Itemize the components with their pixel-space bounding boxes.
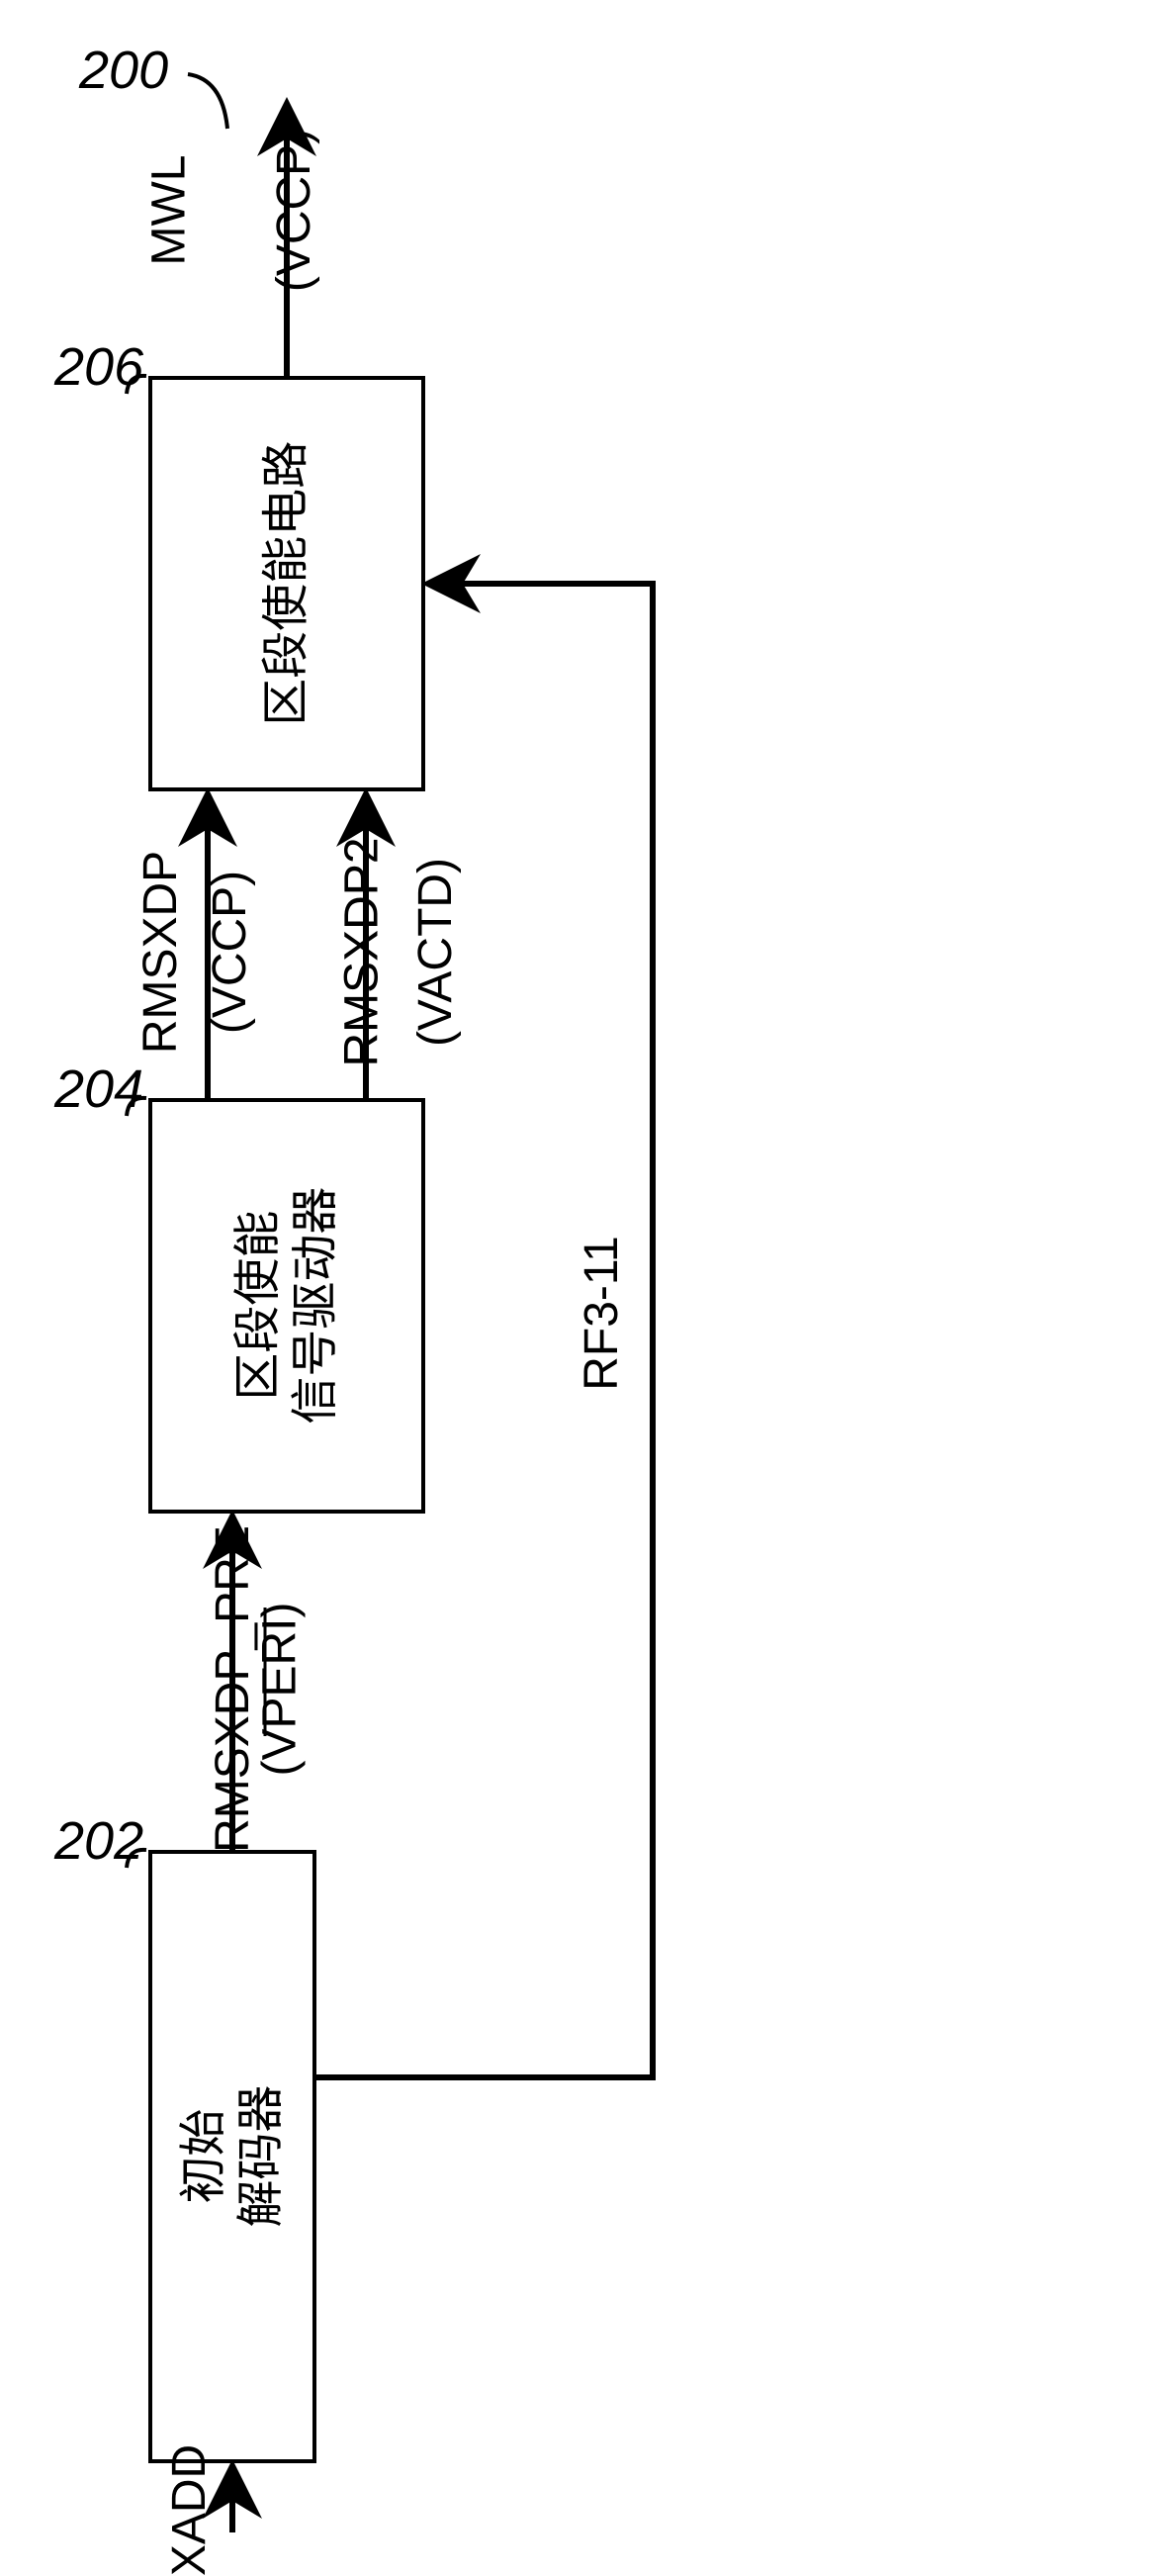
- block-section-enable-circuit: 区段使能电路: [148, 376, 425, 791]
- xadd-text: XADD: [163, 2444, 216, 2576]
- signal-vccp: (VCCP): [203, 871, 257, 1034]
- signal-rmsxdp2: RMSXDP2: [335, 837, 390, 1066]
- output-volt: (VCCP): [268, 129, 320, 292]
- signal-vactd: (VACTD): [408, 858, 463, 1047]
- signal-rf3-11: RF3-11: [575, 1236, 629, 1391]
- ref-200-text: 200: [79, 41, 168, 100]
- ref-206-text: 206: [54, 337, 143, 397]
- output-vccp: (VCCP): [267, 129, 321, 292]
- block1-text: 初始 解码器: [175, 2085, 289, 2228]
- xadd-label: XADD: [162, 2444, 217, 2576]
- ref-202-text: 202: [54, 1811, 143, 1871]
- rf-text: RF3-11: [576, 1236, 628, 1391]
- signal3-name: RMSXDP2: [336, 837, 389, 1066]
- ref-204-text: 204: [54, 1059, 143, 1119]
- ref-206: 206: [54, 336, 143, 398]
- output-mwl: MWL: [141, 155, 196, 266]
- block1-line1: 初始: [177, 2109, 229, 2204]
- block1-line2: 解码器: [234, 2085, 287, 2228]
- signal-vperi: (VPERI): [253, 1602, 308, 1776]
- block3-line1: 区段使能电路: [260, 441, 312, 726]
- block2-line2: 信号驱动器: [289, 1187, 341, 1425]
- signal-rmsxdp: RMSXDP: [134, 851, 188, 1054]
- block3-text: 区段使能电路: [258, 441, 315, 726]
- block2-text: 区段使能 信号驱动器: [229, 1187, 343, 1425]
- signal1-name: RMSXDP_PRE: [207, 1525, 259, 1853]
- output-name: MWL: [142, 155, 195, 266]
- ref-204: 204: [54, 1058, 143, 1120]
- signal2-name: RMSXDP: [134, 851, 187, 1054]
- ref-200: 200: [79, 40, 168, 101]
- signal1-volt: (VPERI): [254, 1602, 307, 1776]
- diagram-canvas: 200 初始 解码器 202 区段使能 信号驱动器 204 区段使能电路 206…: [0, 0, 1158, 2541]
- ref-202: 202: [54, 1810, 143, 1872]
- block-section-enable-driver: 区段使能 信号驱动器: [148, 1098, 425, 1514]
- block2-line1: 区段使能: [231, 1211, 284, 1401]
- block-initial-decoder: 初始 解码器: [148, 1850, 316, 2463]
- signal2-volt: (VCCP): [204, 871, 256, 1034]
- signal3-volt: (VACTD): [409, 858, 462, 1047]
